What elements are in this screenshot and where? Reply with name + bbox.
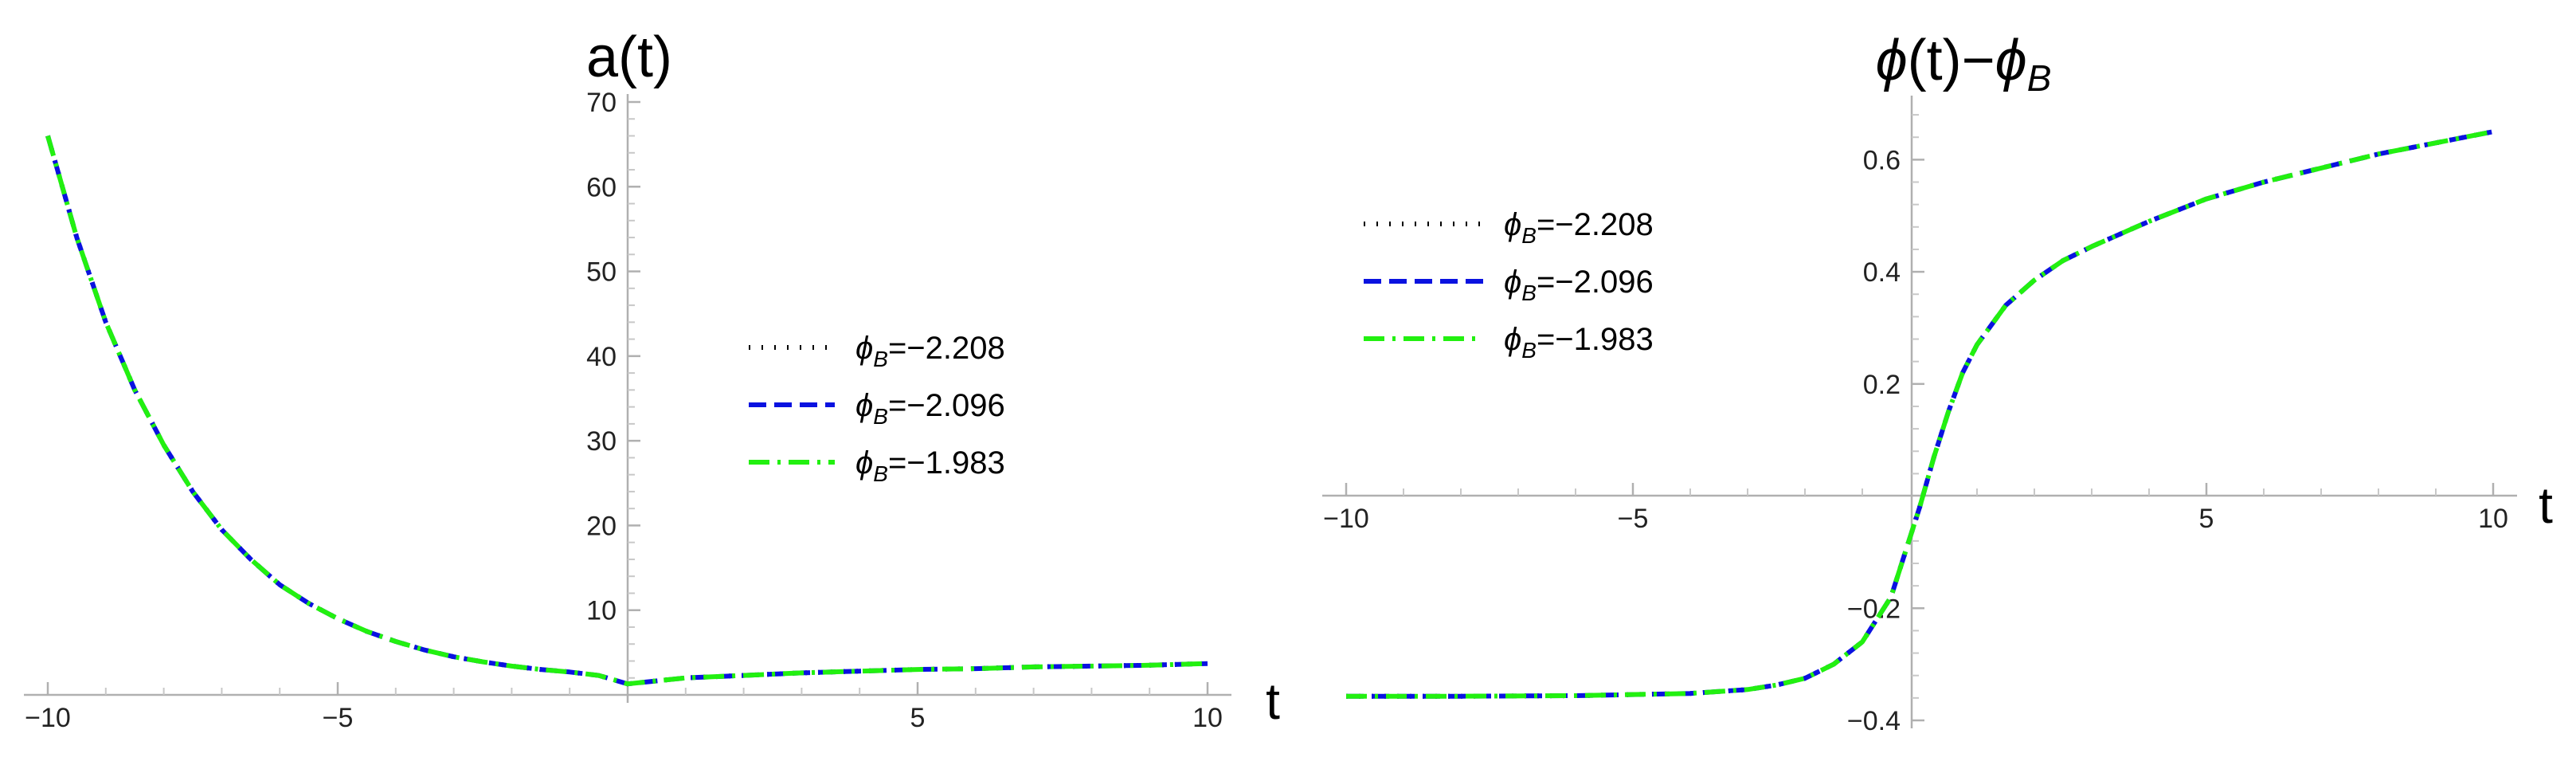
legend-subscript: B (873, 347, 888, 371)
title-phi: ϕ (1876, 29, 1908, 92)
legend-value: =−2.208 (1537, 207, 1654, 242)
y-tick-label: 10 (586, 596, 617, 626)
y-tick-label: 70 (586, 88, 617, 118)
legend-subscript: B (873, 404, 888, 429)
legend-label: ϕB=−2.208 (855, 331, 1005, 371)
legend-value: =−1.983 (1537, 322, 1654, 357)
legend-phi: ϕ (855, 388, 873, 423)
series-line (45, 135, 1208, 687)
y-tick-label: −0.2 (1847, 594, 1901, 624)
y-tick-label: 30 (586, 426, 617, 457)
x-tick-label: −5 (323, 703, 354, 733)
x-axis-label: t (1266, 673, 1280, 730)
legend-phi: ϕ (1504, 265, 1521, 300)
series-line (45, 135, 1208, 687)
x-tick-label: −10 (1323, 504, 1369, 534)
legend-phi: ϕ (855, 445, 873, 481)
x-axis-label: t (2539, 477, 2553, 534)
legend-value: =−2.208 (888, 331, 1005, 366)
y-tick-label: −0.4 (1847, 706, 1901, 736)
legend-phi: ϕ (1504, 207, 1521, 242)
x-tick-label: −10 (25, 703, 71, 733)
chart-title: ϕ(t)−ϕB (1876, 29, 2052, 99)
title-t: (t)− (1908, 29, 1995, 92)
legend-subscript: B (1521, 223, 1537, 248)
x-tick-label: −5 (1618, 504, 1649, 534)
y-tick-label: 0.2 (1863, 370, 1901, 400)
y-tick-label: 60 (586, 172, 617, 202)
title-subscript: B (2027, 57, 2052, 99)
legend-subscript: B (1521, 280, 1537, 305)
legend-phi: ϕ (1504, 322, 1521, 357)
y-tick-label: 40 (586, 342, 617, 372)
x-tick-label: 10 (1192, 703, 1223, 733)
legend-label: ϕB=−2.208 (1504, 207, 1654, 248)
y-tick-label: 0.4 (1863, 257, 1901, 288)
title-phi-b: ϕ (1995, 29, 2027, 92)
legend-value: =−1.983 (888, 445, 1005, 481)
x-tick-label: 10 (2478, 504, 2508, 534)
x-tick-label: 5 (910, 703, 926, 733)
series-line (1346, 129, 2494, 699)
legend-phi: ϕ (855, 331, 873, 366)
y-tick-label: 20 (586, 511, 617, 541)
x-tick-label: 5 (2199, 504, 2214, 534)
legend-value: =−2.096 (1537, 265, 1654, 300)
legend-label: ϕB=−1.983 (855, 445, 1005, 486)
panel-a-of-t: −10 −5 5 1010203040506070a(t)tϕB=−2.208ϕB=−… (24, 26, 1280, 733)
legend-subscript: B (873, 461, 888, 486)
legend-label: ϕB=−2.096 (1504, 265, 1654, 305)
legend-subscript: B (1521, 338, 1537, 363)
series-line (1346, 129, 2494, 699)
y-tick-label: 0.6 (1863, 145, 1901, 175)
legend-label: ϕB=−2.096 (855, 388, 1005, 429)
y-tick-label: 50 (586, 257, 617, 288)
legend-value: =−2.096 (888, 388, 1005, 423)
legend-label: ϕB=−1.983 (1504, 322, 1654, 363)
panel-phi-minus-phib: −10 −5 5 10−0.4−0.20.20.40.6ϕ(t)−ϕBtϕB=−2.2… (1322, 29, 2553, 736)
chart-title: a(t) (586, 26, 672, 89)
